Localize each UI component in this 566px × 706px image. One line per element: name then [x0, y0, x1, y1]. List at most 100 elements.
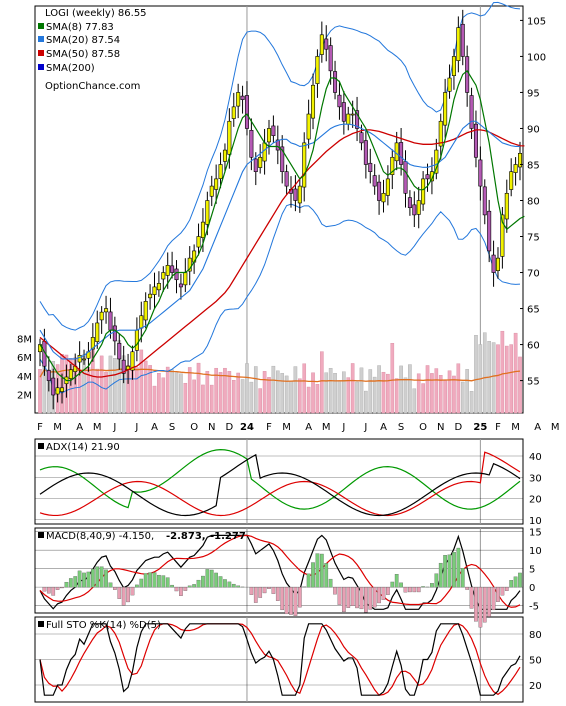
candle-body: [491, 254, 496, 273]
volume-bar: [421, 383, 425, 414]
macd-histogram-bar: [227, 581, 232, 588]
candle-body: [487, 210, 492, 252]
sma20-line: [39, 120, 520, 360]
sto-axis-tick: 80: [529, 630, 542, 641]
macd-histogram-bar: [482, 586, 487, 623]
macd-histogram-bar: [95, 566, 100, 588]
macd-histogram-bar: [139, 578, 144, 588]
volume-bar: [368, 369, 373, 414]
macd-histogram-bar: [438, 562, 443, 588]
sto-legend: Full STO %K(14) %D(5): [38, 620, 161, 631]
x-axis-label: J: [341, 422, 345, 433]
x-axis-label: S: [169, 422, 175, 433]
macd-histogram-bar: [399, 582, 403, 588]
volume-bar: [350, 363, 355, 414]
candle-body: [355, 110, 360, 129]
candle-body: [359, 132, 364, 144]
volume-axis-tick: 6M: [17, 353, 32, 364]
macd-axis-tick: -5: [529, 602, 539, 613]
legend-swatch-sma200: [38, 64, 44, 70]
legend-swatch-sma20: [38, 36, 44, 42]
volume-bar: [306, 386, 311, 414]
candle-body: [240, 95, 245, 100]
volume-bar: [513, 332, 518, 414]
volume-bar: [192, 379, 196, 414]
candle-body: [77, 355, 82, 363]
price-series: [37, 1, 525, 410]
volume-bar: [262, 371, 267, 414]
candle-body: [165, 265, 170, 276]
volume-bar: [518, 356, 522, 414]
macd-histogram-bar: [135, 584, 139, 588]
macd-histogram-bar: [421, 586, 425, 588]
x-axis-label: O: [190, 422, 198, 433]
adx-axis-tick: 10: [529, 516, 542, 527]
candle-body: [209, 185, 214, 197]
sma50-line: [39, 129, 525, 378]
candle-body: [68, 369, 73, 379]
price-axis-tick: 55: [527, 377, 540, 388]
x-axis-label: A: [380, 422, 387, 433]
macd-histogram-bar: [51, 586, 56, 596]
candle-body: [504, 192, 509, 220]
candle-body: [465, 56, 470, 93]
volume-average-line: [39, 368, 521, 383]
adx-line: [39, 453, 521, 517]
candle-body: [121, 359, 126, 374]
candle-body: [478, 159, 483, 187]
volume-bar: [469, 391, 474, 414]
macd-swatch: [38, 532, 44, 538]
price-axis-tick: 70: [527, 269, 540, 280]
volume-bar: [196, 362, 201, 414]
volume-bar: [148, 365, 152, 414]
candle-body: [104, 308, 109, 313]
macd-histogram-bar: [390, 581, 395, 588]
macd-histogram-bar: [209, 569, 214, 588]
volume-bar: [500, 330, 505, 414]
volume-bar: [302, 363, 307, 414]
macd-histogram-bar: [201, 575, 205, 588]
volume-bar: [460, 381, 465, 414]
sto-k-line: [39, 623, 521, 696]
macd-histogram-bar: [280, 586, 285, 611]
volume-bar: [377, 365, 381, 414]
macd-histogram-bar: [82, 572, 86, 588]
x-axis-label: N: [208, 422, 215, 433]
candle-body: [319, 34, 324, 55]
volume-bar: [293, 366, 298, 414]
volume-bar: [170, 369, 174, 414]
legend-swatch-sma8: [38, 23, 44, 29]
candle-body: [438, 120, 443, 147]
volume-bar: [95, 368, 100, 414]
candle-body: [51, 377, 56, 396]
candle-body: [139, 315, 144, 329]
candle-body: [196, 236, 201, 248]
macd-histogram-bar: [42, 586, 47, 592]
volume-bar: [399, 365, 403, 414]
candle-body: [218, 164, 223, 179]
candle-body: [46, 370, 51, 381]
volume-bar: [275, 370, 280, 414]
macd-legend: MACD(8,40,9) -4.150, -2.873, -1.277: [38, 531, 246, 542]
candle-body: [134, 329, 139, 351]
volume-bar: [99, 355, 104, 414]
candle-body: [249, 130, 254, 158]
candle-body: [170, 265, 175, 273]
candle-body: [447, 77, 452, 92]
macd-histogram-bar: [117, 586, 122, 599]
macd-histogram-bar: [90, 568, 95, 588]
macd-histogram-bar: [214, 572, 218, 588]
volume-bar: [346, 377, 351, 414]
macd-histogram-bar: [403, 586, 408, 593]
macd-histogram-bar: [368, 586, 373, 610]
adx-title: ADX(14) 21.90: [46, 442, 120, 453]
candle-body: [337, 94, 342, 108]
macd-histogram-bar: [174, 586, 179, 592]
macd-histogram-bar: [192, 584, 196, 588]
candle-body: [399, 142, 404, 165]
macd-histogram-bar: [469, 586, 474, 609]
macd-histogram-bar: [148, 572, 152, 588]
candle-body: [394, 142, 399, 162]
macd-histogram-bar: [412, 586, 417, 593]
